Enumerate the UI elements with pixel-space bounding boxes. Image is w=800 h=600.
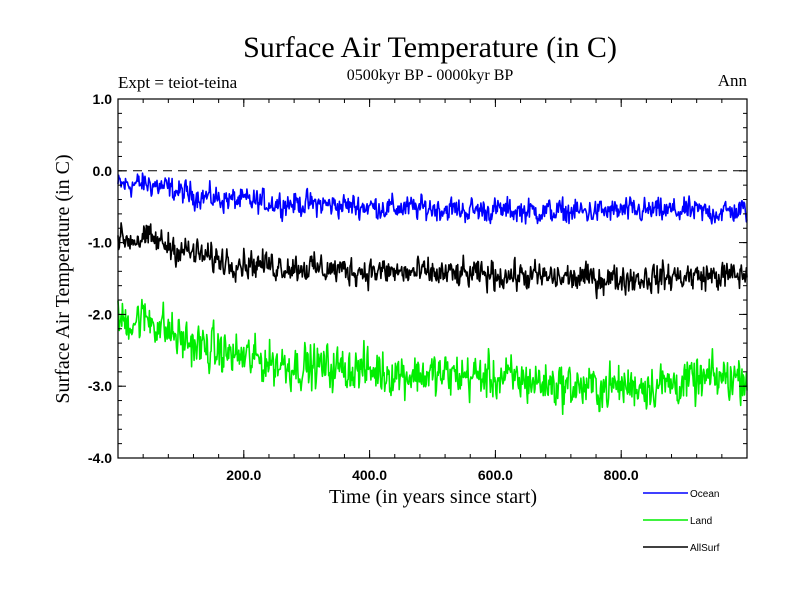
x-tick-label: 600.0 (478, 467, 513, 483)
x-tick-label: 800.0 (604, 467, 639, 483)
y-tick-label: 1.0 (93, 91, 113, 107)
y-tick-label: -3.0 (88, 378, 112, 394)
legend: Ocean Land AllSurf (643, 489, 720, 554)
plot-area: 1.0 0.0 -1.0 -2.0 -3.0 -4.0 200.0 400.0 600.0 800… (88, 91, 748, 483)
chart-title: Surface Air Temperature (in C) (243, 31, 617, 64)
legend-label-land: Land (690, 516, 712, 527)
season-label: Ann (718, 71, 748, 90)
x-axis-title: Time (in years since start) (329, 486, 537, 508)
y-tick-label: -4.0 (88, 450, 112, 466)
legend-label-ocean: Ocean (690, 489, 719, 500)
series-line-ocean (117, 172, 748, 225)
chart-subtitle: 0500kyr BP - 0000kyr BP (347, 67, 514, 84)
series-group (117, 172, 748, 416)
axis-ticks: 1.0 0.0 -1.0 -2.0 -3.0 -4.0 200.0 400.0 600.0 800… (88, 91, 747, 483)
x-tick-label: 200.0 (226, 467, 261, 483)
x-tick-label: 400.0 (352, 467, 387, 483)
y-tick-label: -1.0 (88, 235, 112, 251)
plot-frame (117, 98, 748, 459)
y-tick-label: 0.0 (93, 163, 113, 179)
series-line-allsurf (117, 222, 748, 300)
y-axis-title: Surface Air Temperature (in C) (52, 154, 74, 403)
series-line-land (117, 298, 748, 416)
legend-label-allsurf: AllSurf (690, 543, 720, 554)
y-tick-label: -2.0 (88, 306, 112, 322)
experiment-label: Expt = teiot-teina (118, 73, 238, 92)
